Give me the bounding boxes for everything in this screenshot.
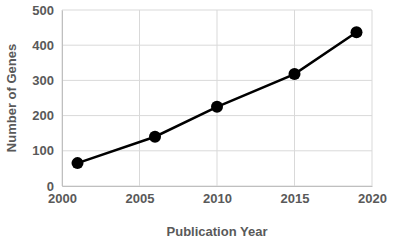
tick-label: 2010 [203,191,232,206]
tick-label: 0 [47,179,54,194]
tick: 2010 [203,186,232,206]
tick-label: 500 [32,3,54,18]
series [72,26,363,169]
tick-label: 2005 [126,191,155,206]
tick-label: 200 [32,108,54,123]
tick: 400 [32,38,62,53]
x-axis: 20002005201020152020 [48,186,387,206]
tick-label: 100 [32,143,54,158]
grid-line [139,10,140,186]
x-axis-title: Publication Year [167,224,268,239]
axis-line [62,11,63,187]
tick: 2005 [126,186,155,206]
grid-line [62,10,63,186]
grid-line [217,10,218,186]
tick-label: 400 [32,38,54,53]
grid-line [372,10,373,186]
tick: 0 [47,179,62,194]
marker [289,68,301,80]
grid [62,10,372,186]
y-axis-title: Number of Genes [4,44,19,152]
y-axis: 0 100 200 300 400 500 [32,3,62,194]
tick-label: 2015 [281,191,310,206]
grid-line [294,10,295,186]
tick: 300 [32,73,62,88]
tick-label: 300 [32,73,54,88]
axis-line [63,186,373,187]
chart: 200020052010201520200100200300400500Publ… [0,0,400,244]
marker [351,26,363,38]
plot: 200020052010201520200100200300400500 [32,3,387,207]
tick: 2015 [281,186,310,206]
marker [211,101,223,113]
tick: 200 [32,108,62,123]
marker [149,131,161,143]
tick: 100 [32,143,62,158]
tick-label: 2020 [358,191,387,206]
marker [72,157,84,169]
line [78,32,357,163]
tick: 2020 [358,186,387,206]
tick: 500 [32,3,62,18]
